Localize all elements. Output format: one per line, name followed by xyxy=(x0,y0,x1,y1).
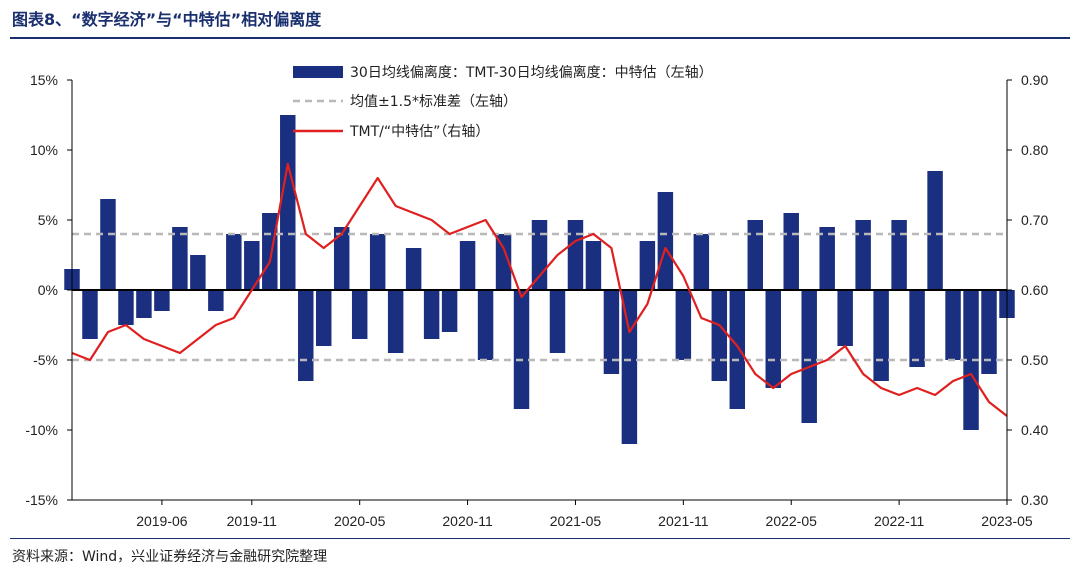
bar-mark xyxy=(100,199,116,290)
chart-axes: 15% 10% 5% 0% -5% -10% -15% 0.90 0.80 0.70 0.60 0.5… xyxy=(25,72,1048,529)
footer-divider xyxy=(10,538,1070,539)
bar-mark xyxy=(154,290,170,311)
ratio-series-line xyxy=(71,162,1008,417)
bar-mark xyxy=(226,234,242,290)
bar-mark xyxy=(909,290,925,367)
left-tick-label: -15% xyxy=(25,492,58,508)
bar-mark xyxy=(729,290,746,409)
bar-mark xyxy=(405,248,422,290)
legend-label: 均值±1.5*标准差（左轴） xyxy=(350,94,517,110)
x-tick-label: 2020-11 xyxy=(442,513,493,529)
legend-bar-swatch xyxy=(293,66,343,78)
bar-mark xyxy=(351,290,368,339)
source-note: 资料来源：Wind，兴业证券经济与金融研究院整理 xyxy=(12,549,328,565)
bar-mark xyxy=(387,290,404,353)
bar-mark xyxy=(657,192,674,290)
right-tick-label: 0.90 xyxy=(1021,72,1048,88)
legend-label: TMT/“中特估”（右轴） xyxy=(349,124,489,140)
bar-mark xyxy=(531,220,548,290)
right-tick-label: 0.30 xyxy=(1021,492,1048,508)
legend: 30日均线偏离度：TMT-30日均线偏离度：中特估（左轴） 均值±1.5*标准差（… xyxy=(293,64,713,140)
bar-mark xyxy=(621,290,638,444)
bar-mark xyxy=(981,290,997,374)
x-tick-label: 2021-05 xyxy=(550,513,602,529)
bar-mark xyxy=(298,290,314,381)
left-tick-label: 5% xyxy=(38,212,58,228)
bar-mark xyxy=(819,227,835,290)
bar-mark xyxy=(136,290,152,318)
bar-mark xyxy=(837,290,853,346)
bar-mark xyxy=(585,241,602,290)
chart-title: 图表8、“数字经济”与“中特估”相对偏离度 xyxy=(12,10,322,29)
bar-mark xyxy=(801,290,817,423)
bar-mark xyxy=(693,234,710,290)
left-tick-label: 0% xyxy=(38,282,58,298)
x-tick-label: 2021-11 xyxy=(658,513,709,529)
bar-mark xyxy=(315,290,332,346)
x-tick-label: 2022-05 xyxy=(766,513,818,529)
bar-mark xyxy=(369,234,386,290)
ratio-line xyxy=(71,162,1008,417)
x-tick-label: 2019-11 xyxy=(227,513,278,529)
right-tick-label: 0.60 xyxy=(1021,282,1048,298)
bar-mark xyxy=(873,290,889,381)
bar-series xyxy=(64,115,1015,444)
bar-mark xyxy=(190,255,206,290)
bar-mark xyxy=(567,220,584,290)
x-tick-label: 2019-06 xyxy=(136,513,188,529)
left-tick-label: -10% xyxy=(25,422,58,438)
bar-mark xyxy=(172,227,188,290)
bar-mark xyxy=(675,290,692,360)
bar-mark xyxy=(441,290,458,332)
bar-mark xyxy=(603,290,620,374)
left-tick-label: -5% xyxy=(33,352,58,368)
x-tick-label: 2022-11 xyxy=(874,513,925,529)
bar-mark xyxy=(783,213,799,290)
bar-mark xyxy=(495,234,512,290)
bar-mark xyxy=(459,241,476,290)
right-tick-label: 0.40 xyxy=(1021,422,1048,438)
bar-mark xyxy=(711,290,728,381)
bar-mark xyxy=(747,220,764,290)
bar-mark xyxy=(891,220,907,290)
bar-mark xyxy=(477,290,494,360)
bar-mark xyxy=(244,241,260,290)
legend-label: 30日均线偏离度：TMT-30日均线偏离度：中特估（左轴） xyxy=(350,64,713,81)
bar-mark xyxy=(118,290,134,325)
bar-mark xyxy=(280,115,296,290)
bar-mark xyxy=(549,290,566,353)
right-tick-label: 0.80 xyxy=(1021,142,1048,158)
right-tick-label: 0.70 xyxy=(1021,212,1048,228)
bar-mark xyxy=(765,290,781,388)
right-tick-label: 0.50 xyxy=(1021,352,1048,368)
bar-mark xyxy=(333,227,350,290)
left-tick-label: 10% xyxy=(30,142,58,158)
x-tick-label: 2023-05 xyxy=(981,513,1033,529)
bar-mark xyxy=(927,171,943,290)
bar-mark xyxy=(639,241,656,290)
left-tick-label: 15% xyxy=(30,72,58,88)
x-tick-label: 2020-05 xyxy=(334,513,386,529)
bar-mark xyxy=(855,220,871,290)
bar-mark xyxy=(262,213,278,290)
bar-mark xyxy=(208,290,224,311)
bar-mark xyxy=(945,290,961,360)
title-divider xyxy=(10,37,1070,39)
bar-mark xyxy=(963,290,979,430)
bar-mark xyxy=(513,290,530,409)
bar-mark xyxy=(82,290,98,339)
bar-mark xyxy=(423,290,440,339)
